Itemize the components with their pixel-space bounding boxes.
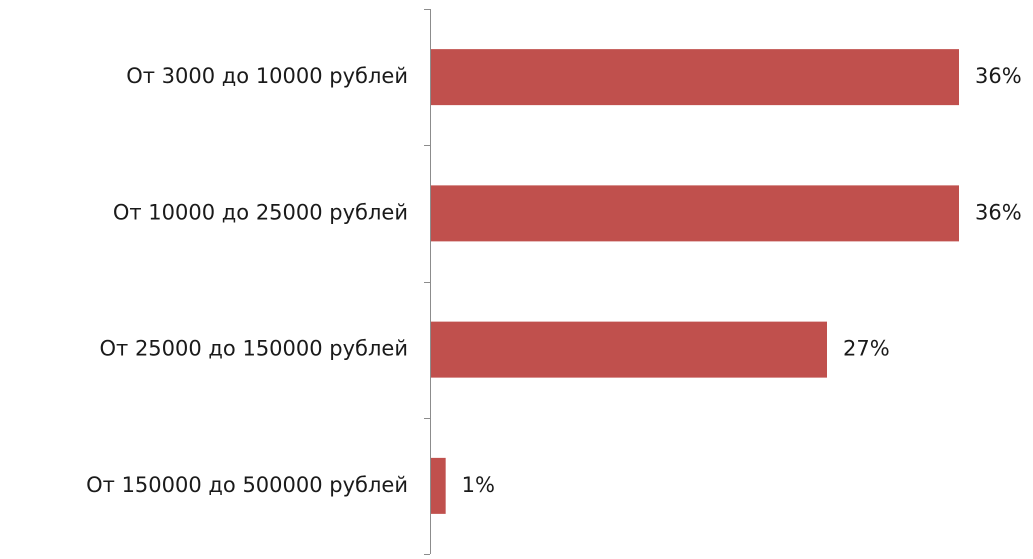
bar bbox=[431, 49, 959, 106]
data-labels: 36% 36% 27% 1% bbox=[462, 64, 1022, 497]
data-label: 1% bbox=[462, 473, 495, 497]
category-labels: От 3000 до 10000 рублей От 10000 до 25000… bbox=[86, 64, 408, 497]
bar bbox=[431, 185, 959, 242]
category-label: От 150000 до 500000 рублей bbox=[86, 473, 408, 497]
category-label: От 3000 до 10000 рублей bbox=[126, 64, 408, 88]
category-label: От 25000 до 150000 рублей bbox=[100, 337, 409, 361]
bars bbox=[431, 49, 959, 514]
category-label: От 10000 до 25000 рублей bbox=[113, 200, 408, 224]
category-axis bbox=[424, 9, 431, 555]
data-label: 36% bbox=[975, 64, 1022, 88]
data-label: 36% bbox=[975, 200, 1022, 224]
data-label: 27% bbox=[843, 337, 890, 361]
bar bbox=[431, 457, 446, 514]
bar bbox=[431, 321, 827, 378]
